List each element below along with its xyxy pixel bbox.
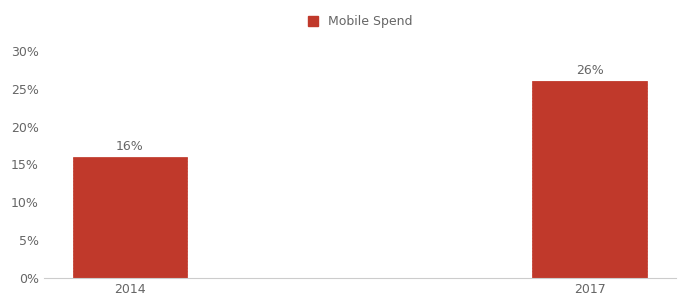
- Text: 26%: 26%: [576, 64, 604, 77]
- Legend: Mobile Spend: Mobile Spend: [302, 10, 417, 33]
- Text: 16%: 16%: [116, 140, 144, 153]
- Bar: [532, 81, 647, 278]
- Bar: [73, 157, 188, 278]
